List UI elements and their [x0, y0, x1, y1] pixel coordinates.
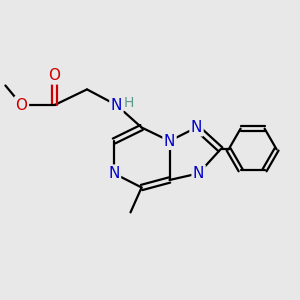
Text: N: N	[193, 166, 204, 181]
Text: O: O	[49, 68, 61, 83]
Text: N: N	[191, 120, 202, 135]
Text: O: O	[16, 98, 28, 112]
Text: H: H	[124, 96, 134, 110]
Text: N: N	[108, 166, 120, 181]
Text: N: N	[111, 98, 122, 112]
Text: N: N	[164, 134, 175, 148]
